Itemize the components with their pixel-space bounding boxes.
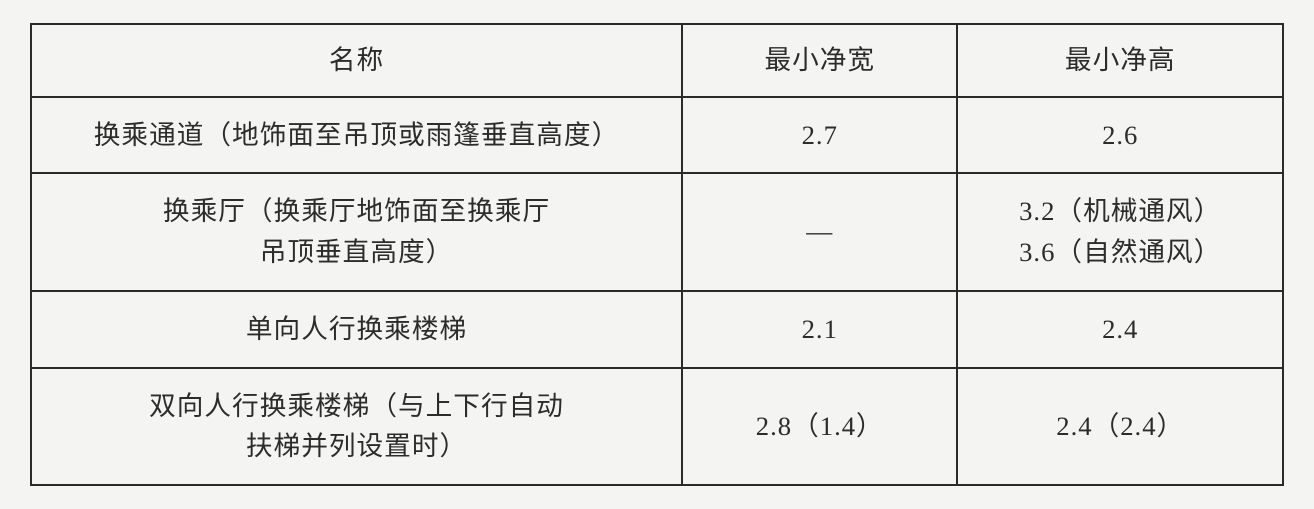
col-header-name: 名称 (31, 24, 682, 97)
cell-text: 2.4 (970, 310, 1270, 349)
cell-text: 2.6 (970, 116, 1270, 155)
cell-text: 吊顶垂直高度） (44, 233, 669, 272)
dimensions-table-container: 名称 最小净宽 最小净高 换乘通道（地饰面至吊顶或雨篷垂直高度） 2.7 2.6… (0, 11, 1314, 498)
col-header-minh: 最小净高 (957, 24, 1283, 97)
cell-name: 单向人行换乘楼梯 (31, 291, 682, 368)
table-row: 双向人行换乘楼梯（与上下行自动 扶梯并列设置时） 2.8（1.4） 2.4（2.… (31, 368, 1283, 485)
table-row: 换乘厅（换乘厅地饰面至换乘厅 吊顶垂直高度） — 3.2（机械通风） 3.6（自… (31, 173, 1283, 290)
cell-minh: 2.4 (957, 291, 1283, 368)
cell-minw: — (682, 173, 957, 290)
table-row: 单向人行换乘楼梯 2.1 2.4 (31, 291, 1283, 368)
cell-minh: 3.2（机械通风） 3.6（自然通风） (957, 173, 1283, 290)
em-dash-icon: — (695, 213, 944, 251)
cell-minw: 2.1 (682, 291, 957, 368)
cell-text: 扶梯并列设置时） (44, 427, 669, 466)
cell-text: 2.4（2.4） (970, 407, 1270, 446)
cell-minw: 2.8（1.4） (682, 368, 957, 485)
dimensions-table: 名称 最小净宽 最小净高 换乘通道（地饰面至吊顶或雨篷垂直高度） 2.7 2.6… (30, 23, 1284, 486)
cell-text: 换乘通道（地饰面至吊顶或雨篷垂直高度） (44, 116, 669, 155)
cell-text: 2.7 (695, 116, 944, 155)
cell-name: 换乘通道（地饰面至吊顶或雨篷垂直高度） (31, 97, 682, 174)
table-header-row: 名称 最小净宽 最小净高 (31, 24, 1283, 97)
cell-minh: 2.4（2.4） (957, 368, 1283, 485)
col-header-minw: 最小净宽 (682, 24, 957, 97)
cell-text: 3.6（自然通风） (970, 233, 1270, 272)
cell-text: 单向人行换乘楼梯 (44, 310, 669, 349)
cell-minw: 2.7 (682, 97, 957, 174)
cell-text: 双向人行换乘楼梯（与上下行自动 (44, 387, 669, 426)
table-row: 换乘通道（地饰面至吊顶或雨篷垂直高度） 2.7 2.6 (31, 97, 1283, 174)
cell-minh: 2.6 (957, 97, 1283, 174)
cell-text: 2.8（1.4） (695, 407, 944, 446)
cell-name: 换乘厅（换乘厅地饰面至换乘厅 吊顶垂直高度） (31, 173, 682, 290)
cell-name: 双向人行换乘楼梯（与上下行自动 扶梯并列设置时） (31, 368, 682, 485)
cell-text: 3.2（机械通风） (970, 192, 1270, 231)
cell-text: 2.1 (695, 310, 944, 349)
cell-text: 换乘厅（换乘厅地饰面至换乘厅 (44, 192, 669, 231)
